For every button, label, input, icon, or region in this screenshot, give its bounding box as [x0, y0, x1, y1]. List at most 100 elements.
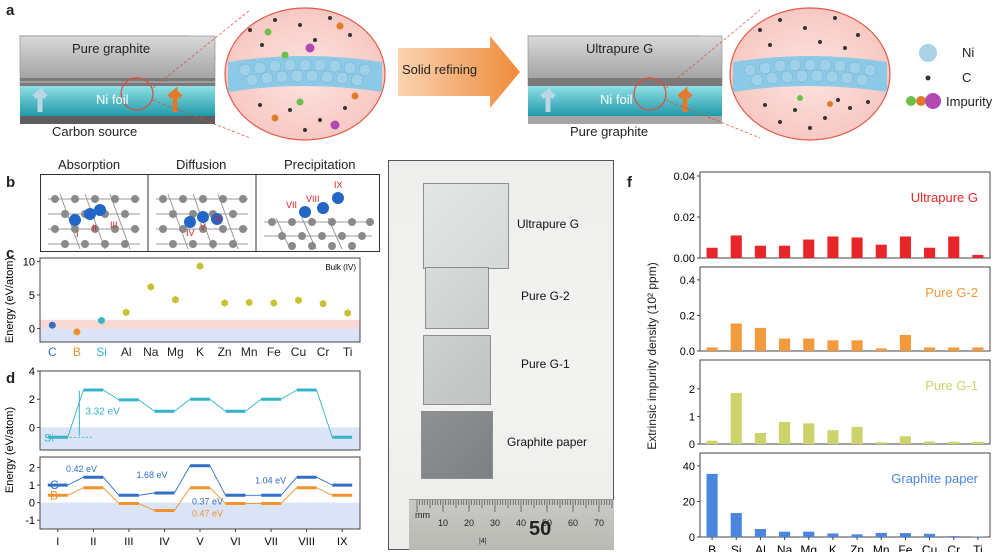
c-connector	[138, 492, 155, 496]
legend-ni-label: Ni	[962, 45, 975, 60]
x-tick-label-Cr: Cr	[947, 543, 960, 552]
y-tick-label: 10	[23, 256, 35, 268]
y-tick-label: 0.0	[680, 346, 695, 358]
site-label-IX: IX	[334, 180, 343, 190]
marker-Ti	[344, 309, 351, 317]
bottom-y-tick-label: 2	[29, 463, 35, 475]
legend-impurity-marker-3	[925, 93, 941, 109]
bar-Pure-G-2-K	[827, 340, 839, 351]
si-connector	[316, 389, 333, 438]
marker-Mn	[245, 298, 253, 307]
panel-b-structures	[40, 174, 380, 252]
y-tick-label: 2	[689, 384, 695, 396]
left-stack-caption: Carbon source	[52, 124, 138, 139]
x-tick-label-Zn: Zn	[850, 543, 864, 552]
bar-Pure-G-1-Mg	[803, 423, 815, 444]
ruler-number-50: 50	[542, 518, 552, 528]
left-zoom-view	[224, 7, 386, 141]
marker-B	[73, 328, 81, 336]
panel-b-title-absorption: Absorption	[58, 157, 121, 172]
bar-Pure-G-1-Fe	[899, 436, 911, 444]
c-connector	[209, 465, 226, 496]
bar-Graphite-paper-Si	[730, 513, 742, 537]
x-tick-label-Cr: Cr	[317, 345, 330, 359]
b-connector	[209, 487, 226, 504]
c-connector	[67, 476, 84, 486]
si-connector	[280, 389, 297, 400]
site-label-VII: VII	[286, 200, 298, 210]
subplot-frame-0	[699, 171, 991, 259]
label-graphite-paper: Graphite paper	[507, 435, 588, 449]
panel-d-label: d	[6, 370, 16, 387]
series-label-0: Ultrapure G	[911, 190, 978, 205]
ruler-number-40: 40	[516, 518, 526, 528]
bar-Ultrapure-G-Mn	[875, 244, 887, 258]
marker-Si	[98, 316, 105, 325]
y-tick-label: 0.4	[680, 275, 695, 287]
panel-f-label: f	[627, 174, 632, 191]
panel-a-schematic	[18, 7, 941, 141]
marker-Na	[147, 283, 155, 291]
marker-C	[48, 321, 56, 329]
c-connector	[280, 476, 298, 496]
subplot-frame-2	[699, 359, 991, 445]
solid-refining-label: Solid refining	[402, 62, 478, 77]
b-connector	[316, 487, 333, 496]
x-tick-label-Al: Al	[121, 345, 132, 359]
marker-Zn	[221, 299, 228, 307]
x-tick-label-V: V	[196, 536, 204, 548]
bar-Ultrapure-G-Zn	[851, 237, 863, 258]
site-label-III: III	[110, 220, 118, 230]
bar-Ultrapure-G-Al	[754, 245, 766, 258]
x-tick-label-B: B	[73, 345, 81, 359]
legend-impurity-marker-2	[916, 96, 926, 106]
bar-Graphite-paper-Ti	[972, 536, 984, 537]
bottom-band	[40, 502, 360, 529]
x-tick-label-K: K	[196, 345, 204, 359]
top-y-tick-label: 2	[29, 394, 35, 406]
ruler-number-20: 20	[464, 518, 474, 528]
y-tick-label: 5	[29, 290, 35, 302]
si-connector	[103, 389, 120, 401]
b-connector	[174, 487, 191, 511]
b-connector	[138, 503, 155, 511]
si-barrier-label: 3.32 eV	[85, 407, 120, 418]
bar-Pure-G-2-Cr	[948, 347, 960, 351]
x-tick-label-VII: VII	[264, 536, 277, 548]
ruler: 10 20 30 40 50 60 70 mm 50 |4|	[409, 499, 614, 550]
x-tick-label-VI: VI	[230, 536, 240, 548]
bar-Pure-G-2-B	[706, 347, 718, 351]
x-tick-label-Si: Si	[731, 543, 742, 552]
right-stack-top-text: Ultrapure G	[586, 41, 654, 56]
bar-Pure-G-1-Al	[754, 432, 766, 444]
bar-Pure-G-1-Ti	[972, 441, 984, 444]
series-label-2: Pure G-1	[925, 378, 978, 393]
bar-Pure-G-2-Zn	[851, 340, 863, 351]
bar-Graphite-paper-K	[827, 533, 839, 537]
legend-impurity-label: Impurity	[946, 94, 993, 109]
y-tick-label: 20	[683, 496, 695, 508]
right-stack-foil-text: Ni foil	[600, 92, 633, 107]
x-tick-label-Si: Si	[96, 345, 107, 359]
series-label-1: Pure G-2	[925, 285, 978, 300]
band-above-zero	[40, 319, 360, 329]
x-tick-label-Mn: Mn	[873, 543, 890, 552]
x-tick-label-Fe: Fe	[898, 543, 912, 552]
x-tick-label-Cu: Cu	[922, 543, 937, 552]
bar-Graphite-paper-Cr	[948, 536, 960, 537]
si-connector	[209, 398, 226, 412]
c-connector	[102, 476, 120, 496]
panel-c-chart: 0 5 10 Energy (eV/atom) Bulk (IV) C B Si Al Na Mg K…	[4, 256, 361, 359]
x-tick-label-Ti: Ti	[343, 345, 353, 359]
panel-b-title-diffusion: Diffusion	[176, 157, 227, 172]
axes-frame	[39, 257, 361, 343]
legend-ni-marker	[919, 44, 937, 62]
x-tick-label-K: K	[829, 543, 837, 552]
b-connector	[67, 487, 84, 496]
y-tick-label: 1	[689, 411, 695, 423]
barrier-annotation: 0.47 eV	[192, 509, 223, 519]
site-label-VIII: VIII	[306, 194, 320, 204]
subplot-frame-1	[699, 266, 991, 352]
x-tick-label-IV: IV	[159, 536, 170, 548]
si-connector	[138, 399, 155, 412]
